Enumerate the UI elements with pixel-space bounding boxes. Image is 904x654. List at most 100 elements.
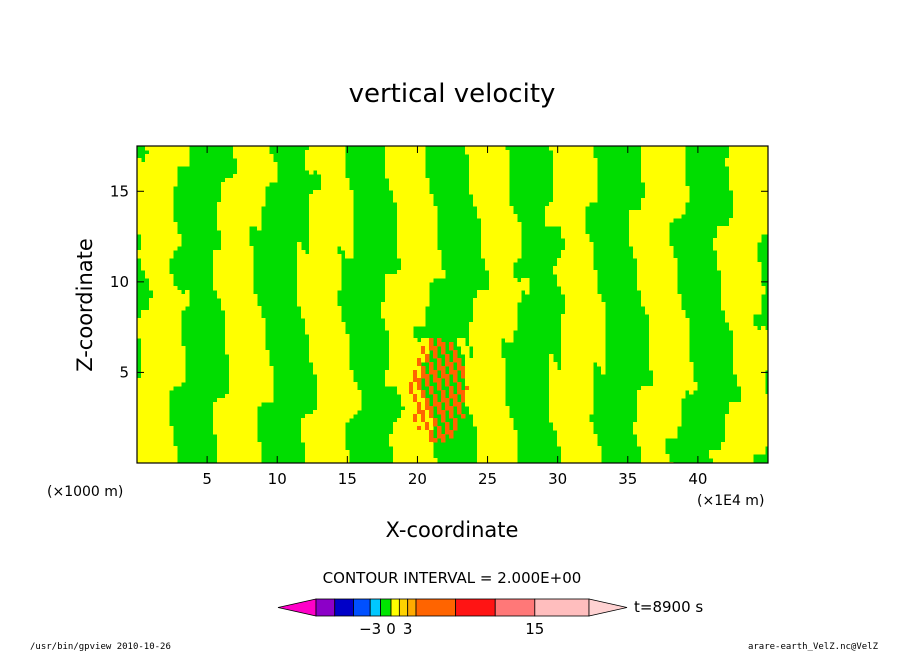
positive-region-cell (321, 206, 326, 211)
positive-region-cell (593, 358, 598, 363)
positive-region-cell (405, 434, 410, 439)
positive-region-cell (149, 458, 154, 463)
positive-region-cell (253, 410, 258, 415)
positive-region-cell (137, 330, 142, 335)
positive-region-cell (245, 350, 250, 355)
positive-region-cell (561, 170, 566, 175)
positive-region-cell (257, 174, 262, 179)
positive-region-cell (145, 194, 150, 199)
positive-region-cell (253, 354, 258, 359)
positive-region-cell (417, 298, 422, 303)
positive-region-cell (573, 206, 578, 211)
positive-region-cell (337, 310, 342, 315)
positive-region-cell (329, 290, 334, 295)
positive-region-cell (397, 274, 402, 279)
positive-region-cell (141, 450, 146, 455)
positive-region-cell (393, 342, 398, 347)
positive-region-cell (593, 158, 598, 163)
positive-region-cell (429, 262, 434, 267)
positive-region-cell (485, 414, 490, 419)
positive-region-cell (561, 366, 566, 371)
positive-region-cell (409, 338, 414, 343)
positive-region-cell (165, 454, 170, 459)
positive-region-cell (249, 422, 254, 427)
positive-region-cell (257, 154, 262, 159)
positive-region-cell (225, 198, 230, 203)
positive-region-cell (433, 218, 438, 223)
positive-region-cell (473, 418, 478, 423)
positive-region-cell (149, 438, 154, 443)
positive-region-cell (489, 214, 494, 219)
positive-region-cell (569, 442, 574, 447)
positive-region-cell (169, 306, 174, 311)
positive-region-cell (413, 150, 418, 155)
positive-region-cell (581, 250, 586, 255)
positive-region-cell (429, 198, 434, 203)
positive-region-cell (497, 450, 502, 455)
positive-region-cell (313, 210, 318, 215)
positive-region-cell (161, 198, 166, 203)
positive-region-cell (357, 402, 362, 407)
positive-region-cell (269, 162, 274, 167)
positive-region-cell (161, 294, 166, 299)
positive-region-cell (233, 278, 238, 283)
positive-region-cell (145, 314, 150, 319)
positive-region-cell (433, 262, 438, 267)
positive-region-cell (153, 322, 158, 327)
positive-region-cell (153, 238, 158, 243)
positive-region-cell (257, 446, 262, 451)
positive-region-cell (153, 230, 158, 235)
positive-region-cell (329, 370, 334, 375)
positive-region-cell (145, 434, 150, 439)
positive-region-cell (561, 266, 566, 271)
velocity-field (137, 146, 768, 463)
positive-region-cell (565, 402, 570, 407)
positive-region-cell (569, 222, 574, 227)
updraft-core-cell (441, 394, 446, 399)
positive-region-cell (561, 314, 566, 319)
positive-region-cell (585, 254, 590, 259)
positive-region-cell (145, 250, 150, 255)
positive-region-cell (569, 394, 574, 399)
positive-region-cell (249, 170, 254, 175)
positive-region-cell (501, 446, 506, 451)
positive-region-cell (501, 198, 506, 203)
positive-region-cell (345, 386, 350, 391)
positive-region-cell (229, 306, 234, 311)
positive-region-cell (485, 434, 490, 439)
positive-region-cell (389, 382, 394, 387)
positive-region-cell (565, 194, 570, 199)
positive-region-cell (413, 182, 418, 187)
positive-region-cell (149, 262, 154, 267)
positive-region-cell (321, 354, 326, 359)
positive-region-cell (565, 454, 570, 459)
positive-region-cell (409, 290, 414, 295)
positive-region-cell (401, 418, 406, 423)
positive-region-cell (405, 442, 410, 447)
positive-region-cell (141, 402, 146, 407)
positive-region-cell (161, 214, 166, 219)
positive-region-cell (341, 358, 346, 363)
positive-region-cell (145, 378, 150, 383)
positive-region-cell (465, 382, 470, 387)
positive-region-cell (313, 290, 318, 295)
positive-region-cell (325, 202, 330, 207)
positive-region-cell (589, 310, 594, 315)
positive-region-cell (261, 322, 266, 327)
positive-region-cell (637, 230, 642, 235)
updraft-core-cell (429, 410, 434, 415)
positive-region-cell (333, 190, 338, 195)
positive-region-cell (241, 182, 246, 187)
positive-region-cell (397, 438, 402, 443)
positive-region-cell (237, 322, 242, 327)
positive-region-cell (153, 406, 158, 411)
positive-region-cell (245, 274, 250, 279)
positive-region-cell (425, 338, 430, 343)
positive-region-cell (513, 442, 518, 447)
positive-region-cell (333, 150, 338, 155)
positive-region-cell (245, 318, 250, 323)
positive-region-cell (157, 422, 162, 427)
positive-region-cell (137, 254, 142, 259)
positive-region-cell (169, 214, 174, 219)
positive-region-cell (241, 434, 246, 439)
